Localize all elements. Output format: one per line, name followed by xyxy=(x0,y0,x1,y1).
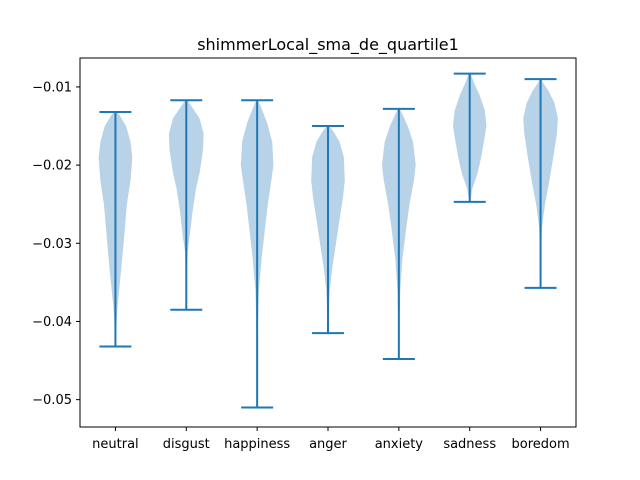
y-tick-label: −0.04 xyxy=(32,315,72,330)
x-tick-label: neutral xyxy=(92,437,139,452)
y-tick-label: −0.05 xyxy=(32,393,72,408)
x-tick-label: sadness xyxy=(443,437,496,452)
x-tick-label: disgust xyxy=(163,437,210,452)
y-axis: −0.05 −0.04 −0.03 −0.02 −0.01 xyxy=(32,80,80,408)
violins-layer xyxy=(98,72,558,409)
x-tick-label: anger xyxy=(309,437,347,452)
x-tick-label: boredom xyxy=(512,437,570,452)
y-tick-label: −0.03 xyxy=(32,237,72,252)
x-tick-label: happiness xyxy=(224,437,290,452)
chart-title: shimmerLocal_sma_de_quartile1 xyxy=(197,35,459,55)
x-tick-label: anxiety xyxy=(375,437,424,452)
y-tick-label: −0.01 xyxy=(32,80,72,95)
y-tick-label: −0.02 xyxy=(32,159,72,174)
x-axis: neutral disgust happiness anger anxiety sadne… xyxy=(92,427,570,452)
